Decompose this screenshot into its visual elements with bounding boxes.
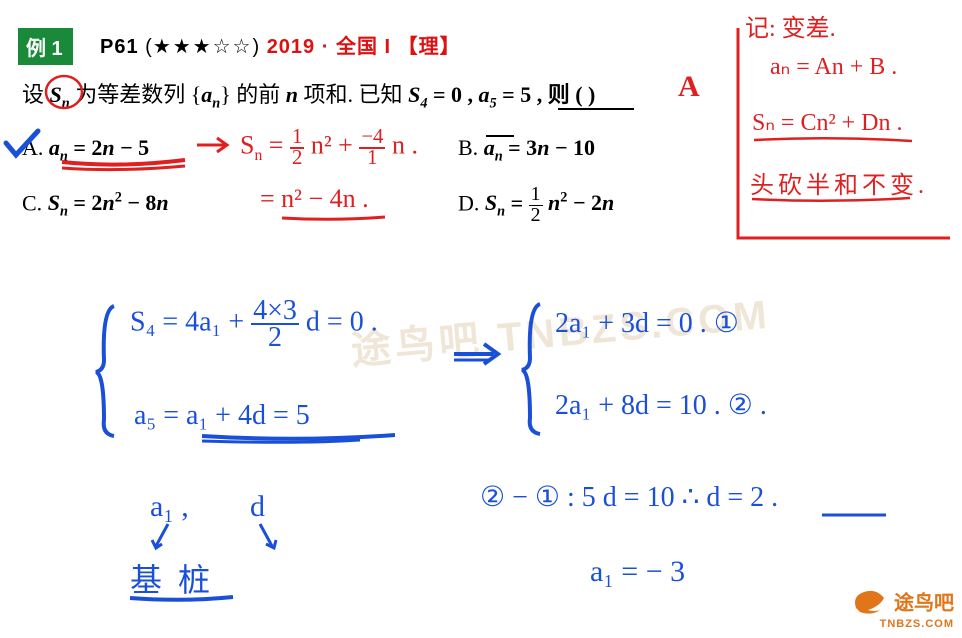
optD-num: 1 [529,185,543,206]
blue-underline-a5line [200,432,400,444]
t-a5: a [479,82,490,107]
t-S4: S [408,82,420,107]
blue-brace-right [520,298,548,438]
red-note-box [730,20,960,250]
blue-a1-line: a₁ = − 3 [590,555,685,589]
t-Sn: S [50,82,62,107]
blue-eq1: 2a₁ + 3d = 0 . ① [555,306,739,340]
red-note-line3: 头 砍 半 和 不 变 . [750,165,923,200]
t-a5s: 5 [490,95,497,111]
blue-base-label: 基 桩 [130,555,214,601]
t-mid1: 为等差数列 { [75,82,201,107]
t-an: a [201,82,212,107]
watermark-url: TNBZS.COM [850,618,954,630]
red-note-line2: Sₙ = Cn² + Dn . [752,108,903,137]
red-arrow-icon [195,134,235,156]
red-note-line1: aₙ = An + B . [770,52,897,81]
blue-arrow-icon [450,340,510,370]
optD-label: D. [458,190,485,215]
optD-den: 2 [529,206,543,226]
example-badge: 例 1 [18,28,73,65]
red-Sn-work1: Sn = 12 n² + −41 n . [240,128,418,167]
optC-label: C. [22,190,48,215]
option-A: A. an = 2n − 5 [22,135,149,165]
optB-label: B. [458,135,484,160]
t-mid3: 项和. 已知 [304,82,403,107]
red-Sn-work2: = n² − 4n . [260,184,369,214]
exam-source: 2019 · 全国 I 【理】 [267,36,461,58]
blue-underline-d2 [820,512,890,518]
watermark-text: 途鸟吧 [894,593,954,615]
t-eq5: = 5 , 则 ( ) [502,82,595,107]
page-ref: P61 [100,36,139,58]
header-line: P61 (★★★☆☆) 2019 · 全国 I 【理】 [100,30,461,59]
blue-base-arrows [150,520,290,560]
t-S4s: 4 [420,95,427,111]
blue-S4-line: S₄ = 4a₁ + 4×32 d = 0 . [130,298,378,350]
t-n: n [286,82,298,107]
stars-empty: ☆☆ [213,36,253,58]
blue-base-d: d [250,490,265,524]
watermark-logo: 途鸟吧 TNBZS.COM [850,584,954,630]
problem-text: 设 Sn 为等差数列 {an} 的前 n 项和. 已知 S4 = 0 , a5 … [22,78,722,115]
stars-filled: ★★★ [153,36,213,58]
blue-underline-base [128,594,238,602]
red-underline-3 [750,195,920,203]
option-D: D. Sn = 12 n2 − 2n [458,185,614,226]
option-C: C. Sn = 2n2 − 8n [22,190,169,221]
blue-sub-line: ② − ① : 5 d = 10 ∴ d = 2 . [480,480,778,514]
t-Sn-sub: n [62,95,70,111]
blue-a5-line: a₅ = a₁ + 4d = 5 [134,400,310,432]
red-note-title: 记: 变差. [745,8,836,43]
t-mid2: } 的前 [220,82,280,107]
blue-base-a1: a₁ , [150,490,189,524]
blue-brace-left [92,300,122,440]
optA-label: A. [22,135,49,160]
red-underline-2 [752,136,922,144]
blue-S4-den: 2 [251,325,299,350]
bird-icon [850,584,890,618]
t-eq0: = 0 , [433,82,479,107]
watermark-faint: 途鸟吧 TNBZS.COM [348,282,772,376]
option-B: B. an = 3n − 10 [458,135,595,165]
red-underline-work2 [280,214,390,222]
t-pre: 设 [22,82,44,107]
blue-eq2: 2a₁ + 8d = 10 . ② . [555,388,767,422]
blue-S4-num: 4×3 [251,298,299,325]
